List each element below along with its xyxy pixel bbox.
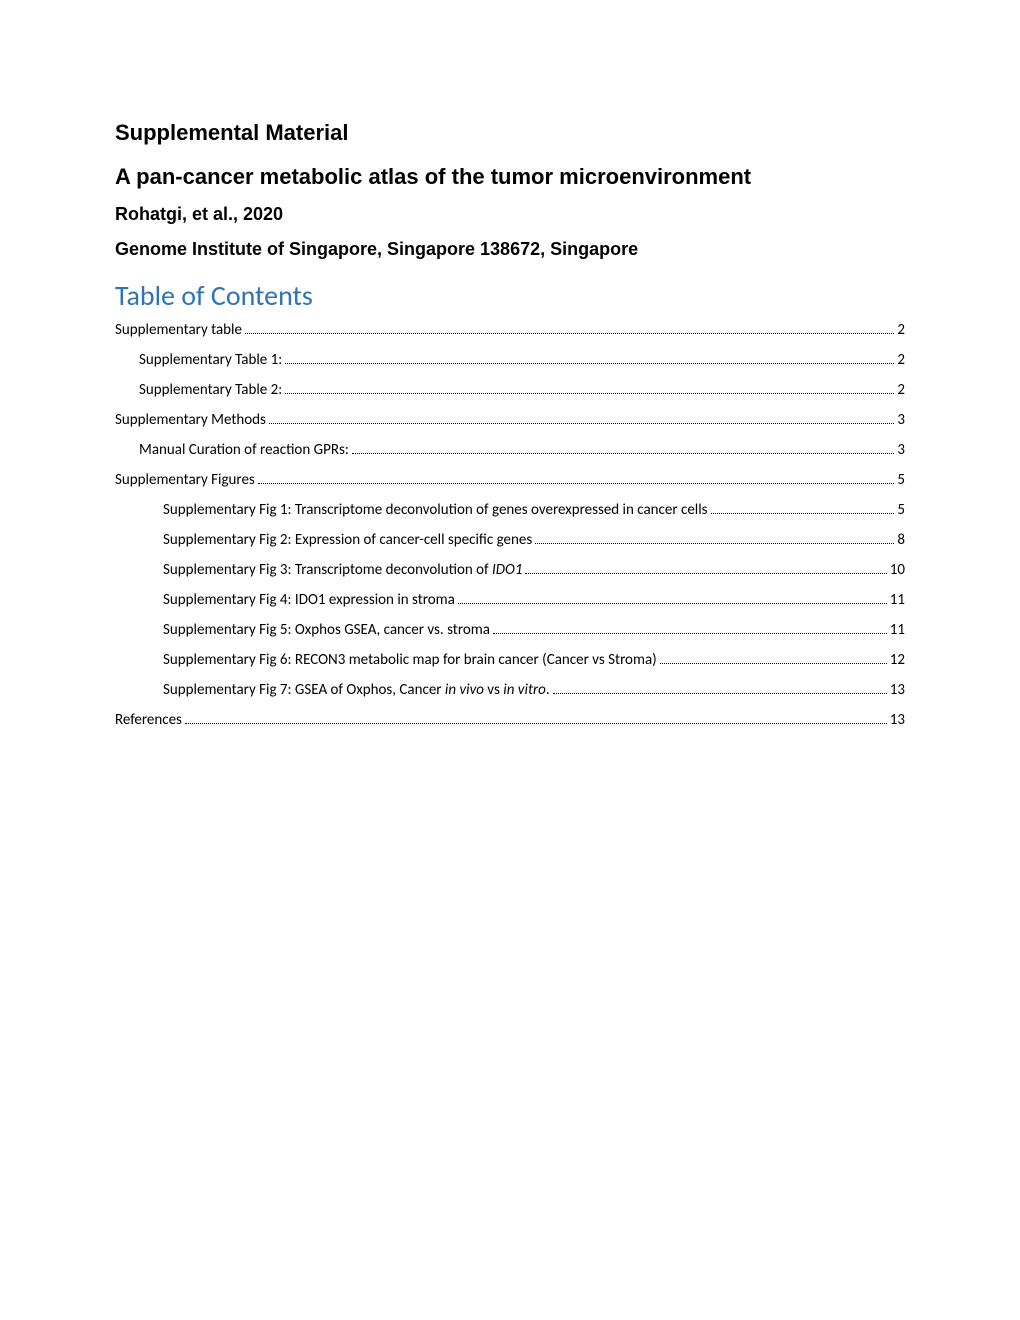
toc-entry-label: Supplementary Fig 4: IDO1 expression in …: [163, 591, 455, 609]
toc-entry[interactable]: Supplementary Table 1: 2: [115, 351, 905, 369]
toc-page-number: 5: [897, 471, 905, 489]
toc-dot-leader: [660, 663, 887, 664]
toc-entry[interactable]: Supplementary table 2: [115, 321, 905, 339]
toc-page-number: 2: [897, 351, 905, 369]
toc-dot-leader: [711, 513, 895, 514]
toc-dot-leader: [352, 453, 895, 454]
toc-entry[interactable]: References 13: [115, 711, 905, 729]
toc-page-number: 5: [897, 501, 905, 519]
toc-entry[interactable]: Supplementary Fig 4: IDO1 expression in …: [115, 591, 905, 609]
toc-page-number: 2: [897, 381, 905, 399]
toc-entry[interactable]: Supplementary Fig 3: Transcriptome decon…: [115, 561, 905, 579]
supplemental-heading: Supplemental Material: [115, 120, 905, 146]
toc-entry-label: References: [115, 711, 182, 729]
toc-dot-leader: [285, 363, 894, 364]
toc-dot-leader: [285, 393, 894, 394]
toc-entry[interactable]: Manual Curation of reaction GPRs: 3: [115, 441, 905, 459]
toc-entry-label: Manual Curation of reaction GPRs:: [139, 441, 349, 459]
toc-heading: Table of Contents: [115, 278, 905, 313]
table-of-contents: Supplementary table2Supplementary Table …: [115, 321, 905, 729]
toc-dot-leader: [185, 723, 887, 724]
toc-entry[interactable]: Supplementary Fig 6: RECON3 metabolic ma…: [115, 651, 905, 669]
toc-dot-leader: [245, 333, 894, 334]
toc-entry-label: Supplementary Fig 5: Oxphos GSEA, cancer…: [163, 621, 490, 639]
toc-entry[interactable]: Supplementary Table 2: 2: [115, 381, 905, 399]
authors-line: Rohatgi, et al., 2020: [115, 204, 905, 225]
document-page: Supplemental Material A pan-cancer metab…: [0, 0, 1020, 801]
toc-page-number: 13: [890, 711, 905, 729]
toc-dot-leader: [269, 423, 894, 424]
toc-entry[interactable]: Supplementary Fig 2: Expression of cance…: [115, 531, 905, 549]
toc-dot-leader: [458, 603, 887, 604]
toc-dot-leader: [535, 543, 894, 544]
toc-entry[interactable]: Supplementary Fig 5: Oxphos GSEA, cancer…: [115, 621, 905, 639]
toc-page-number: 10: [890, 561, 905, 579]
toc-entry-label: Supplementary Table 2:: [139, 381, 282, 399]
toc-page-number: 13: [890, 681, 905, 699]
toc-entry-label: Supplementary Methods: [115, 411, 266, 429]
toc-page-number: 11: [890, 621, 905, 639]
toc-page-number: 3: [897, 441, 905, 459]
toc-page-number: 2: [897, 321, 905, 339]
affiliation-line: Genome Institute of Singapore, Singapore…: [115, 239, 905, 260]
toc-page-number: 12: [890, 651, 905, 669]
toc-dot-leader: [553, 693, 887, 694]
toc-entry-label: Supplementary Fig 1: Transcriptome decon…: [163, 501, 708, 519]
toc-dot-leader: [525, 573, 886, 574]
toc-page-number: 3: [897, 411, 905, 429]
toc-dot-leader: [258, 483, 895, 484]
toc-entry[interactable]: Supplementary Fig 7: GSEA of Oxphos, Can…: [115, 681, 905, 699]
toc-entry[interactable]: Supplementary Figures 5: [115, 471, 905, 489]
toc-entry-label: Supplementary Fig 2: Expression of cance…: [163, 531, 532, 549]
toc-entry-label: Supplementary table: [115, 321, 242, 339]
toc-entry-label: Supplementary Fig 3: Transcriptome decon…: [163, 561, 522, 579]
toc-entry[interactable]: Supplementary Methods 3: [115, 411, 905, 429]
toc-dot-leader: [493, 633, 887, 634]
toc-entry-label: Supplementary Fig 6: RECON3 metabolic ma…: [163, 651, 657, 669]
toc-page-number: 11: [890, 591, 905, 609]
toc-entry-label: Supplementary Figures: [115, 471, 255, 489]
toc-page-number: 8: [897, 531, 905, 549]
document-title: A pan-cancer metabolic atlas of the tumo…: [115, 164, 905, 190]
toc-entry[interactable]: Supplementary Fig 1: Transcriptome decon…: [115, 501, 905, 519]
toc-entry-label: Supplementary Table 1:: [139, 351, 282, 369]
toc-entry-label: Supplementary Fig 7: GSEA of Oxphos, Can…: [163, 681, 550, 699]
